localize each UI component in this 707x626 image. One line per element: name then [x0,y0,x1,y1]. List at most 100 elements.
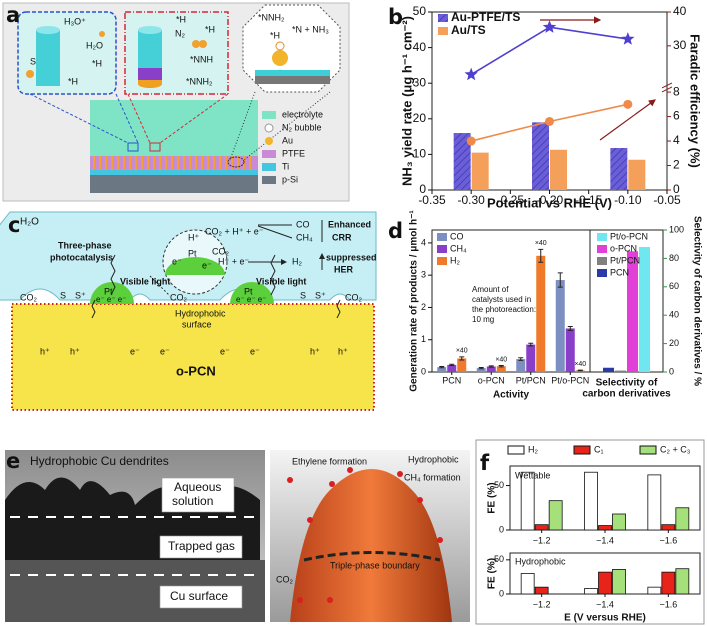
label: CH₄ formation [404,472,461,482]
connector [29,93,139,144]
legend-label: H₂ [450,255,460,265]
y2-tick-label: 2 [673,158,680,172]
label: H₂ [292,256,302,266]
x-axis-label: Activity [493,390,530,401]
pillar [36,30,60,86]
error-bar [538,248,544,263]
x-tick-label: Pt/o-PCN [551,375,589,385]
subplot-title: Hydrophobic [515,556,566,566]
label: H⁺ [188,232,199,242]
y-tick-label: 40 [669,310,679,320]
label: Trapped gas [168,539,235,553]
bar [471,152,489,190]
label: CRR [332,232,352,242]
legend-swatch [264,123,274,133]
label: e⁻ [160,346,170,356]
bar [453,133,471,190]
note: 10 mg [472,315,494,324]
species: *NNH₂ [186,76,213,86]
bar [550,149,567,190]
bar [627,251,638,372]
bar [486,366,496,372]
y2-tick-label: 40 [673,4,687,18]
error-bar [498,365,504,368]
legend-label: C₂ + C₃ [660,444,691,454]
bar [628,159,646,190]
line [470,26,628,76]
error-bar [567,325,573,331]
si-layer [90,175,258,193]
x-tick-label: −1.4 [596,599,614,609]
pillar [138,30,162,70]
species: N₂ [175,28,185,38]
zoom-box [127,142,139,152]
electrolyte [90,100,258,156]
si-slab [255,76,330,84]
error-bar [518,357,524,361]
y-axis-label: FE (%) [487,558,498,589]
label: e⁻ e⁻ e⁻ [96,295,126,304]
bar [610,147,628,190]
pt-zoom [165,257,225,275]
legend-label: H₂ [528,444,538,454]
bar [565,328,575,372]
bar [447,364,457,372]
label: Hydrophobic [175,308,226,318]
bar [661,524,676,531]
y-tick-label: 3 [421,270,426,280]
label: CO₂ [212,246,230,256]
species: *H [270,30,280,40]
y-tick-label: 50 [494,480,504,490]
bar [675,568,690,595]
y-tick-label: 40 [413,40,427,54]
y-axis-label: Selectivity of carbon derivatives / % [691,216,702,386]
bar-note: ×40 [456,348,468,355]
legend-label: CO [450,231,464,241]
panel-label: c [8,213,20,237]
label: h⁺ [338,346,348,356]
bar [603,367,614,372]
x-tick-label: −1.6 [659,535,677,545]
label: Aqueous [174,480,221,494]
panel-a: H₃O⁺ H₂O S *H *H *H N₂ *H *NNH *NNH₂ *NN… [2,2,350,202]
label: h⁺ [310,346,320,356]
label: Ethylene formation [292,456,367,466]
subplot-title: Wettable [515,470,550,480]
panel-label: f [480,451,490,475]
au-layer [138,80,162,88]
bar [526,344,536,372]
ti-slab [255,70,330,76]
pillar-top [36,26,60,34]
connector [127,93,229,144]
label: e⁻ e⁻ e⁻ [236,295,266,304]
legend-swatch [573,445,591,455]
label: solution [172,494,213,508]
x-tick-label: PCN [442,375,461,385]
legend-label: Ti [282,161,289,171]
bar [555,280,565,372]
y-tick-label: 20 [413,111,427,125]
bar [598,525,612,531]
legend-swatch [262,176,276,184]
x-axis-label: E (V versus RHE) [564,613,646,624]
label: h⁺ [40,346,50,356]
legend-swatch [437,257,447,265]
species: *H [68,76,78,86]
label: e⁻ [130,346,140,356]
y-tick-label: 0 [419,182,426,196]
y2-tick-label: 8 [673,84,680,98]
ptfe-layer [138,68,162,80]
bar [520,573,535,595]
legend-label: Au/TS [451,23,486,37]
y-tick-label: 50 [413,4,427,18]
marker [464,67,478,81]
bar-note: ×40 [574,361,586,368]
bar [516,359,526,372]
species: S [30,56,36,66]
label: S [60,290,66,300]
legend-swatch [437,233,447,241]
y-tick-label: 50 [494,554,504,564]
bar [437,367,447,372]
note: Amount of [472,285,509,294]
